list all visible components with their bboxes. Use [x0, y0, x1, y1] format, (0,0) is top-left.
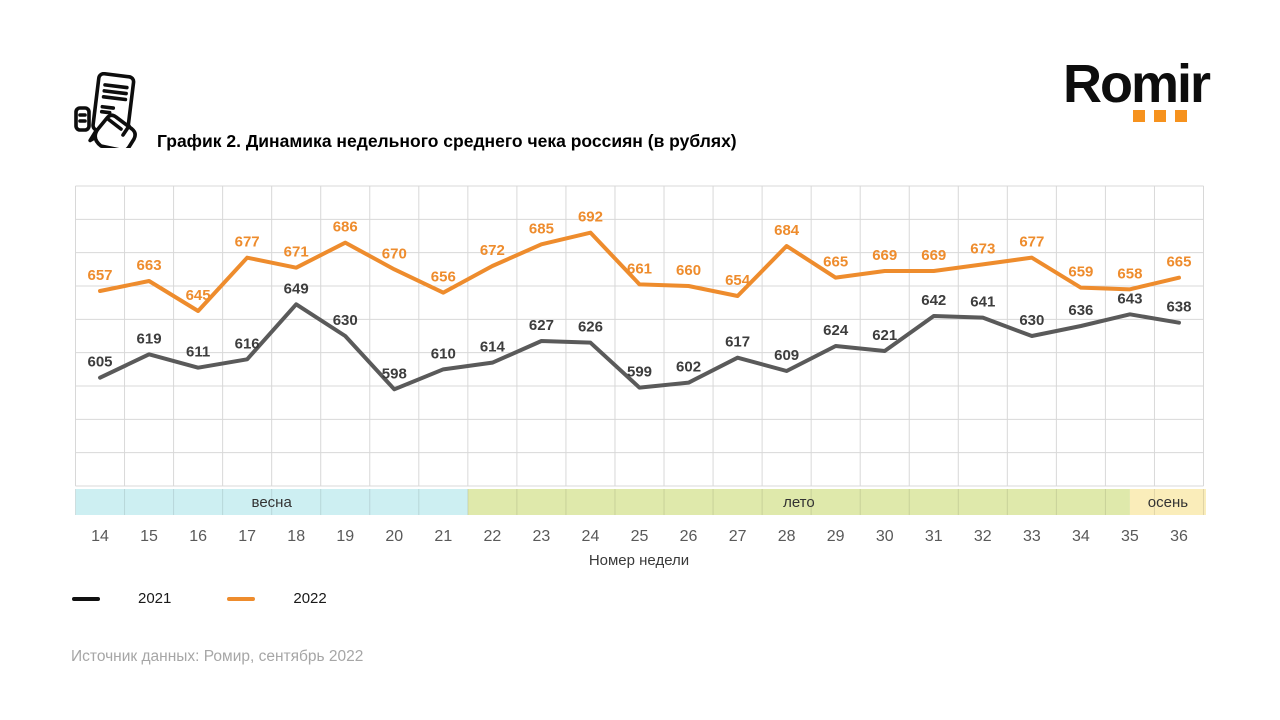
- point-label-2021: 616: [235, 335, 260, 352]
- x-tick-label: 26: [680, 528, 698, 545]
- x-tick-label: 21: [434, 528, 452, 545]
- romir-logo-dots-icon: [1133, 110, 1187, 122]
- point-label-2022: 670: [382, 245, 407, 262]
- point-label-2022: 657: [88, 267, 113, 284]
- point-label-2021: 610: [431, 345, 456, 362]
- point-label-2021: 642: [921, 292, 946, 309]
- point-label-2021: 602: [676, 359, 701, 376]
- point-label-2021: 636: [1068, 302, 1093, 319]
- point-label-2021: 617: [725, 334, 750, 351]
- x-tick-label: 23: [533, 528, 551, 545]
- point-label-2021: 621: [872, 327, 897, 344]
- x-tick-label: 33: [1023, 528, 1041, 545]
- x-tick-label: 15: [140, 528, 158, 545]
- x-tick-label: 34: [1072, 528, 1090, 545]
- legend-label-2022: 2022: [293, 590, 327, 607]
- series-line-2022: [98, 230, 1181, 313]
- point-label-2021: 609: [774, 347, 799, 364]
- point-label-2022: 669: [921, 247, 946, 264]
- x-tick-label: 22: [483, 528, 501, 545]
- point-label-2022: 673: [970, 240, 995, 257]
- x-tick-label: 30: [876, 528, 894, 545]
- point-label-2022: 671: [284, 244, 309, 261]
- point-label-2022: 686: [333, 219, 358, 236]
- point-label-2021: 626: [578, 319, 603, 336]
- point-label-2022: 660: [676, 262, 701, 279]
- series-line-2021: [98, 302, 1181, 392]
- receipt-in-hand-icon: [73, 71, 143, 153]
- point-label-2022: 692: [578, 209, 603, 226]
- point-label-2022: 672: [480, 242, 505, 259]
- x-tick-label: 18: [287, 528, 305, 545]
- point-label-2021: 605: [88, 354, 113, 371]
- romir-logo: Romir: [1063, 54, 1213, 122]
- x-tick-label: 36: [1170, 528, 1188, 545]
- point-label-2021: 641: [970, 294, 995, 311]
- point-label-2021: 627: [529, 317, 554, 334]
- season-band-лето: [467, 489, 1130, 515]
- point-label-2022: 677: [235, 234, 260, 251]
- season-label-лето: лето: [783, 494, 815, 511]
- point-label-2022: 684: [774, 222, 800, 239]
- point-label-2022: 654: [725, 272, 751, 289]
- season-band-осень: [1129, 489, 1206, 515]
- x-tick-label: 28: [778, 528, 796, 545]
- x-tick-label: 25: [631, 528, 649, 545]
- point-label-2022: 661: [627, 260, 652, 277]
- x-tick-label: 29: [827, 528, 845, 545]
- point-label-2021: 624: [823, 322, 849, 339]
- point-label-2021: 649: [284, 280, 309, 297]
- chart-title: График 2. Динамика недельного среднего ч…: [157, 131, 737, 151]
- point-label-2021: 630: [1019, 312, 1044, 329]
- point-label-2021: 619: [137, 330, 162, 347]
- point-label-2022: 663: [137, 257, 162, 274]
- x-tick-label: 27: [729, 528, 747, 545]
- point-label-2022: 665: [823, 254, 848, 271]
- point-label-2022: 669: [872, 247, 897, 264]
- point-label-2022: 656: [431, 269, 456, 286]
- season-label-осень: осень: [1148, 494, 1188, 511]
- point-label-2022: 685: [529, 220, 554, 237]
- legend-label-2021: 2021: [138, 590, 172, 607]
- x-tick-label: 17: [238, 528, 256, 545]
- legend-swatch-2021: [72, 596, 100, 601]
- point-label-2021: 638: [1166, 299, 1191, 316]
- legend-item-2022: 2022: [227, 590, 327, 607]
- point-label-2022: 665: [1166, 254, 1191, 271]
- data-source-note: Источник данных: Ромир, сентябрь 2022: [71, 648, 364, 665]
- point-label-2021: 598: [382, 365, 407, 382]
- x-tick-label: 24: [582, 528, 600, 545]
- point-label-2021: 630: [333, 312, 358, 329]
- x-tick-label: 16: [189, 528, 207, 545]
- x-tick-label: 35: [1121, 528, 1139, 545]
- point-label-2021: 599: [627, 364, 652, 381]
- legend-swatch-2022: [227, 596, 256, 601]
- point-label-2022: 658: [1117, 265, 1142, 282]
- point-label-2022: 645: [186, 287, 211, 304]
- x-tick-label: 20: [385, 528, 403, 545]
- x-axis-title: Номер недели: [588, 552, 690, 569]
- point-label-2021: 614: [480, 339, 506, 356]
- x-tick-label: 32: [974, 528, 992, 545]
- season-band-весна: [75, 489, 468, 515]
- x-tick-label: 19: [336, 528, 354, 545]
- point-label-2022: 677: [1019, 234, 1044, 251]
- point-label-2021: 611: [186, 344, 210, 361]
- season-label-весна: весна: [252, 494, 293, 511]
- chart-legend: 2021 2022: [72, 590, 327, 607]
- point-label-2022: 659: [1068, 264, 1093, 281]
- x-tick-label: 31: [925, 528, 943, 545]
- romir-logo-text: Romir: [1063, 54, 1211, 114]
- x-tick-label: 14: [91, 528, 109, 545]
- point-label-2021: 643: [1117, 290, 1142, 307]
